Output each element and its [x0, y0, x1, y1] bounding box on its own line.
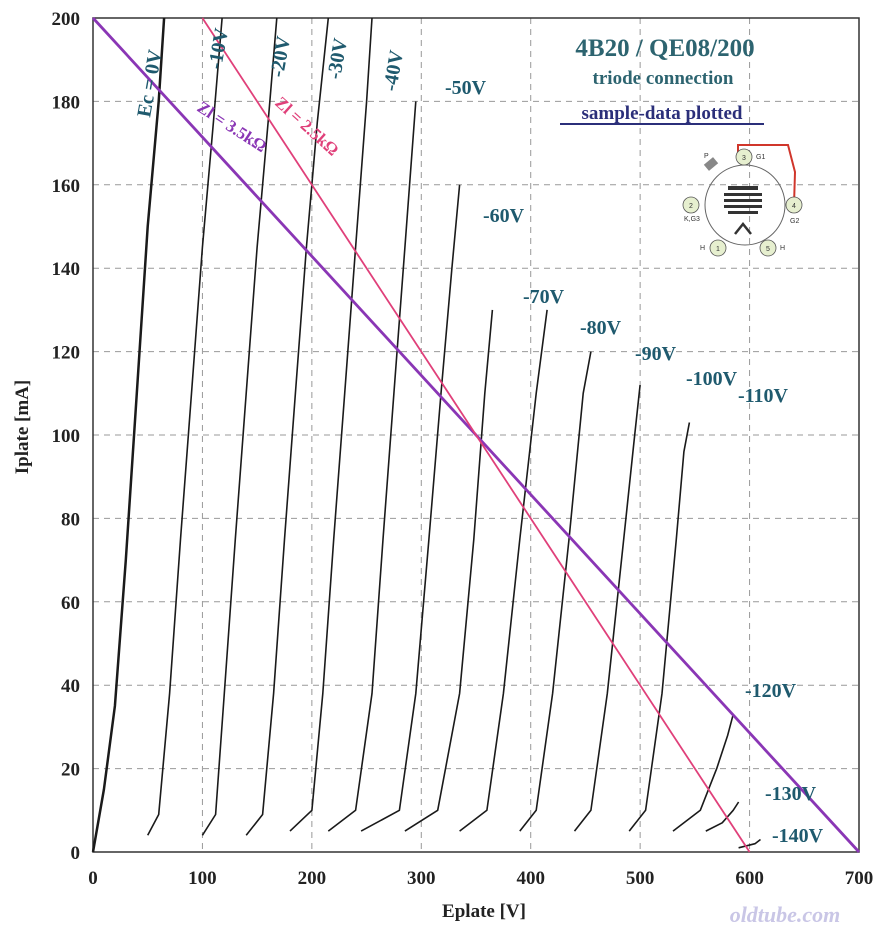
curve-series [628, 422, 691, 832]
x-tick-label: 700 [845, 868, 874, 889]
y-tick-label: 200 [52, 9, 81, 30]
curve-label: -60V [483, 205, 525, 227]
curve-series [327, 101, 417, 832]
y-tick-label: 80 [61, 509, 80, 530]
y-tick-label: 100 [52, 426, 81, 447]
curve-label: -70V [523, 286, 565, 308]
curve-series [573, 384, 641, 832]
y-tick-label: 20 [61, 760, 80, 781]
grid-lines [93, 18, 859, 852]
pin-2-number: 2 [689, 203, 693, 210]
pin-3-number: 3 [742, 155, 746, 162]
curve-label: -110V [738, 385, 789, 407]
curve-series [201, 17, 278, 836]
y-tick-label: 180 [52, 92, 81, 113]
curve-series [459, 309, 548, 832]
y-tick-label: 60 [61, 593, 80, 614]
curve-series [519, 351, 592, 832]
pin-5 [759, 239, 777, 257]
curve-label: -90V [635, 343, 677, 365]
curve-label: -140V [772, 825, 824, 847]
plate-pin-label: P [704, 153, 709, 160]
pin-4-label: G2 [790, 218, 799, 225]
curve-label: -130V [765, 783, 817, 805]
watermark: oldtube.com [730, 902, 841, 927]
curve-series [146, 17, 223, 836]
plate-pin [703, 157, 719, 171]
pin-1 [709, 239, 727, 257]
chart-note: sample-data plotted [582, 103, 743, 124]
x-tick-label: 400 [516, 868, 545, 889]
x-tick-label: 0 [88, 868, 98, 889]
curve-series [245, 17, 330, 836]
curve-series [360, 184, 461, 832]
chart-subtitle: triode connection [593, 68, 734, 89]
x-tick-labels: 0 100 200 300 400 500 600 700 [88, 868, 873, 889]
pin-2 [682, 196, 700, 214]
tube-pinout-diagram: P 3 G1 2 K,G3 4 G2 1 H 5 H [682, 144, 803, 257]
pin-4-number: 4 [792, 203, 796, 210]
pin-3 [735, 148, 753, 166]
x-tick-label: 300 [407, 868, 436, 889]
pin-5-number: 5 [766, 246, 770, 253]
curve-series [738, 838, 761, 849]
x-tick-label: 200 [298, 868, 327, 889]
y-tick-labels: 0 20 40 60 80 100 120 140 160 180 200 [52, 9, 81, 864]
pin-1-label: H [700, 245, 705, 252]
curve-series [91, 17, 166, 853]
y-tick-label: 40 [61, 676, 80, 697]
load-line [201, 17, 751, 853]
pinout-strap [737, 144, 797, 206]
pin-5-label: H [780, 245, 785, 252]
y-tick-label: 140 [52, 259, 81, 280]
pin-1-number: 1 [716, 246, 720, 253]
curve-label: -120V [745, 680, 797, 702]
plate-curves [91, 17, 761, 853]
curve-label: -80V [580, 317, 622, 339]
pin-2-label: K,G3 [684, 216, 700, 223]
curve-series [289, 17, 373, 832]
curve-series [404, 309, 494, 832]
curve-label: -100V [686, 368, 738, 390]
pin-4 [785, 196, 803, 214]
load-lines [91, 17, 861, 853]
x-tick-label: 600 [735, 868, 764, 889]
curve-series [672, 714, 734, 832]
x-tick-label: 100 [188, 868, 217, 889]
x-tick-label: 500 [626, 868, 655, 889]
curve-series [705, 801, 740, 832]
y-tick-label: 160 [52, 176, 81, 197]
tube-electrodes-icon [724, 186, 762, 235]
y-tick-label: 120 [52, 343, 81, 364]
chart-title: 4B20 / QE08/200 [575, 35, 754, 62]
curve-label: -50V [445, 77, 487, 99]
x-axis-title: Eplate [V] [442, 901, 526, 922]
pin-3-label: G1 [756, 154, 765, 161]
plot-frame [92, 17, 860, 853]
y-axis-title: Iplate [mA] [12, 380, 33, 474]
y-tick-label: 0 [71, 843, 81, 864]
